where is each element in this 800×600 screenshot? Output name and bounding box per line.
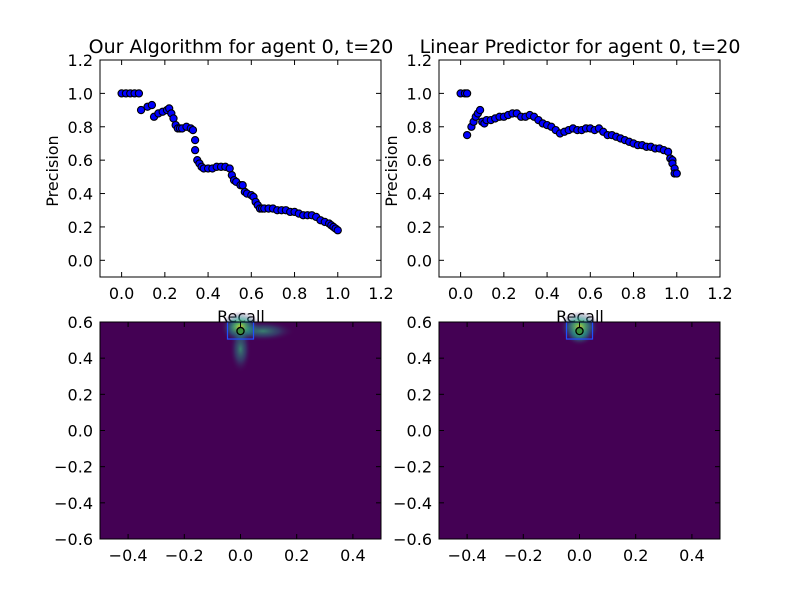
x-tick-label: 1.2: [707, 284, 732, 303]
x-tick-label: 0.4: [340, 546, 365, 565]
y-tick-label: 0.8: [68, 118, 93, 137]
x-tick-label: 0.2: [152, 284, 177, 303]
y-tick-label: 0.2: [407, 385, 432, 404]
y-tick-label: 0.4: [68, 349, 93, 368]
x-tick-label: 0.8: [282, 284, 307, 303]
y-tick-label: 0.6: [407, 313, 432, 332]
y-tick-label: −0.6: [393, 530, 432, 549]
x-tick-label: 0.2: [623, 546, 648, 565]
x-tick-label: 0.2: [491, 284, 516, 303]
y-tick-label: 0.2: [68, 218, 93, 237]
x-tick-label: 0.6: [239, 284, 264, 303]
data-point: [462, 130, 472, 140]
x-tick-label: 1.2: [368, 284, 393, 303]
panel-linear-predictor: Linear Predictor for agent 0, t=20 Preci…: [382, 36, 740, 326]
y-axis-title: Precision: [382, 135, 401, 206]
y-tick-label: 0.2: [68, 385, 93, 404]
y-tick-label: 0.4: [407, 349, 432, 368]
y-tick-label: 1.0: [407, 84, 432, 103]
x-tick-label: 1.0: [664, 284, 689, 303]
x-tick-label: 0.4: [679, 546, 704, 565]
axes-frame: [99, 59, 382, 278]
data-point: [169, 114, 178, 123]
y-tick-label: 0.4: [68, 185, 93, 204]
x-tick-label: 0.4: [195, 284, 220, 303]
data-point: [147, 100, 157, 110]
heatmap-plot-area: −0.4 −0.2 0.0 0.2 0.4 −0.6 −0.4 −0.2 0.0 0.2 0.4 0.…: [54, 311, 382, 565]
data-point: [136, 105, 146, 115]
y-tick-label: 0.0: [407, 251, 432, 270]
y-tick-label: 0.4: [407, 185, 432, 204]
chart-title: Linear Predictor for agent 0, t=20: [420, 36, 741, 58]
chart-title: Our Algorithm for agent 0, t=20: [89, 36, 394, 58]
panel-heatmap-left: −0.4 −0.2 0.0 0.2 0.4 −0.6 −0.4 −0.2 0.0 0.2 0.4 0.…: [54, 311, 382, 565]
panel-heatmap-right: −0.4 −0.2 0.0 0.2 0.4 −0.6 −0.4 −0.2 0.0 0.2 0.4 0.…: [393, 311, 721, 565]
y-tick-label: 0.6: [68, 151, 93, 170]
scatter-plot-area: 0.0 0.2 0.4 0.6 0.8 1.0 1.2 0.0 0.2 0.4 0.6 0.8 1.0 1…: [68, 51, 394, 303]
data-point: [134, 89, 144, 98]
y-tick-label: 0.8: [407, 118, 432, 137]
y-tick-label: 1.2: [407, 51, 432, 70]
data-point: [333, 226, 342, 235]
data-point: [462, 89, 472, 98]
x-tick-label: 0.0: [109, 284, 134, 303]
scatter-plot-area: 0.0 0.2 0.4 0.6 0.8 1.0 1.2 0.0 0.2 0.4 0.6 0.8 1.0 1…: [407, 51, 733, 303]
y-tick-label: −0.4: [54, 494, 93, 513]
y-tick-label: −0.2: [393, 458, 432, 477]
y-tick-label: 1.2: [68, 51, 93, 70]
x-tick-label: 0.2: [284, 546, 309, 565]
data-point: [672, 169, 681, 178]
data-point: [238, 181, 247, 190]
y-tick-label: 0.6: [407, 151, 432, 170]
target-point: [236, 326, 245, 336]
x-tick-label: 1.0: [325, 284, 350, 303]
x-tick-label: 0.8: [621, 284, 646, 303]
data-point: [663, 147, 673, 156]
x-tick-label: −0.2: [165, 546, 204, 565]
data-point: [188, 125, 198, 135]
target-point: [575, 326, 584, 336]
x-tick-label: −0.2: [504, 546, 543, 565]
data-point: [475, 105, 485, 115]
data-point: [190, 145, 200, 155]
x-tick-label: 0.6: [578, 284, 603, 303]
y-tick-label: −0.4: [393, 494, 432, 513]
heatmap-plot-area: −0.4 −0.2 0.0 0.2 0.4 −0.6 −0.4 −0.2 0.0 0.2 0.4 0.…: [393, 311, 721, 565]
y-tick-label: 0.0: [407, 422, 432, 441]
x-tick-label: 0.0: [567, 546, 592, 565]
x-tick-label: 0.0: [448, 284, 473, 303]
y-tick-label: 1.0: [68, 84, 93, 103]
heatmap-hotspot: [229, 325, 252, 374]
plot-background: [100, 60, 381, 277]
axes-frame: [438, 59, 721, 278]
y-axis-title: Precision: [43, 135, 62, 206]
y-tick-label: −0.2: [54, 458, 93, 477]
y-tick-label: 0.0: [68, 422, 93, 441]
heatmap-background: [439, 322, 720, 539]
y-tick-label: 0.2: [407, 218, 432, 237]
x-tick-label: −0.4: [109, 546, 148, 565]
y-tick-label: 0.0: [68, 251, 93, 270]
data-point: [190, 135, 200, 145]
panel-our-algorithm: Our Algorithm for agent 0, t=20 Precisio…: [43, 36, 394, 326]
y-tick-label: −0.6: [54, 530, 93, 549]
data-point: [225, 164, 234, 173]
x-tick-label: −0.4: [448, 546, 487, 565]
x-tick-label: 0.4: [534, 284, 559, 303]
y-tick-label: 0.6: [68, 313, 93, 332]
x-tick-label: 0.0: [228, 546, 253, 565]
